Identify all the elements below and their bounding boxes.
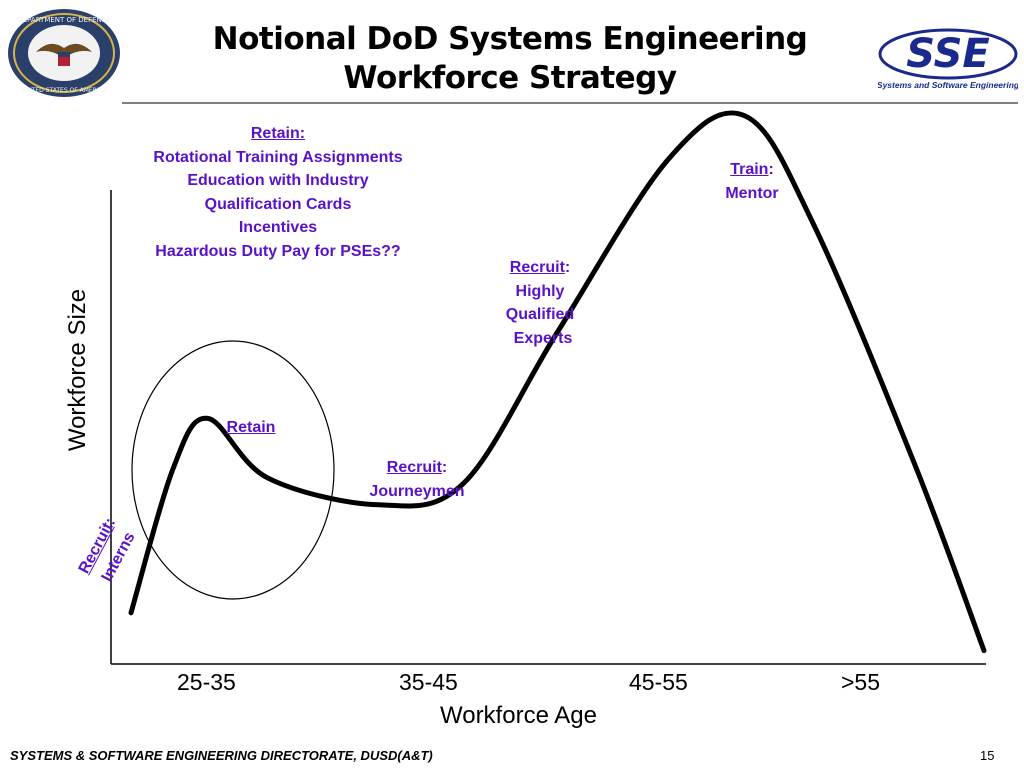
retain-item: Hazardous Duty Pay for PSEs?? <box>155 242 401 260</box>
y-axis-title: Workforce Size <box>64 288 91 452</box>
recruit-label: Recruit <box>386 459 442 476</box>
x-tick-label: >55 <box>841 669 881 695</box>
logo-text: SSE <box>906 31 990 77</box>
page-number: 15 <box>980 748 995 763</box>
retain-item: Rotational Training Assignments <box>153 148 403 166</box>
sse-logo: SSE Systems and Software Engineering <box>877 24 1020 94</box>
retain-item: Qualification Cards <box>204 195 352 213</box>
retain-label: Retain <box>226 419 276 436</box>
recruit-experts-line: Qualified <box>505 306 575 323</box>
footer-directorate: SYSTEMS & SOFTWARE ENGINEERING DIRECTORA… <box>10 748 433 763</box>
retain-circle-label: Retain <box>212 416 290 440</box>
logo-subtext: Systems and Software Engineering <box>878 80 1018 90</box>
dod-seal: DEPARTMENT OF DEFENSE UNITED STATES OF A… <box>6 8 122 98</box>
retain-item: Education with Industry <box>187 172 369 189</box>
x-tick-label: 35-45 <box>399 669 458 695</box>
title-line-1: Notional DoD Systems Engineering <box>212 21 808 57</box>
seal-text-top: DEPARTMENT OF DEFENSE <box>17 16 110 24</box>
x-tick-label: 45-55 <box>629 669 688 695</box>
recruit-label: Recruit <box>509 259 565 276</box>
title-line-2: Workforce Strategy <box>343 60 677 96</box>
recruit-experts-line: Experts <box>513 329 573 347</box>
seal-text-bottom: UNITED STATES OF AMERICA <box>21 87 108 94</box>
x-axis-title: Workforce Age <box>440 702 597 729</box>
recruit-experts-note: Recruit: Highly Qualified Experts <box>492 256 588 350</box>
retain-heading: Retain: <box>250 125 306 142</box>
retain-circle <box>131 340 335 600</box>
train-detail: Mentor <box>725 184 779 202</box>
recruit-journeymen-note: Recruit: Journeymen <box>352 456 482 503</box>
retain-item: Incentives <box>238 219 318 236</box>
series-line <box>128 110 987 654</box>
page-title: Notional DoD Systems Engineering Workfor… <box>150 20 870 98</box>
recruit-experts-line: Highly <box>515 282 565 300</box>
train-label: Train <box>730 161 769 178</box>
train-note: Train: Mentor <box>710 158 794 205</box>
retain-strategies-note: Retain: Rotational Training Assignments … <box>122 122 434 263</box>
recruit-journeymen-detail: Journeymen <box>369 482 465 500</box>
x-tick-label: 25-35 <box>177 669 236 695</box>
header-divider <box>122 102 1018 104</box>
